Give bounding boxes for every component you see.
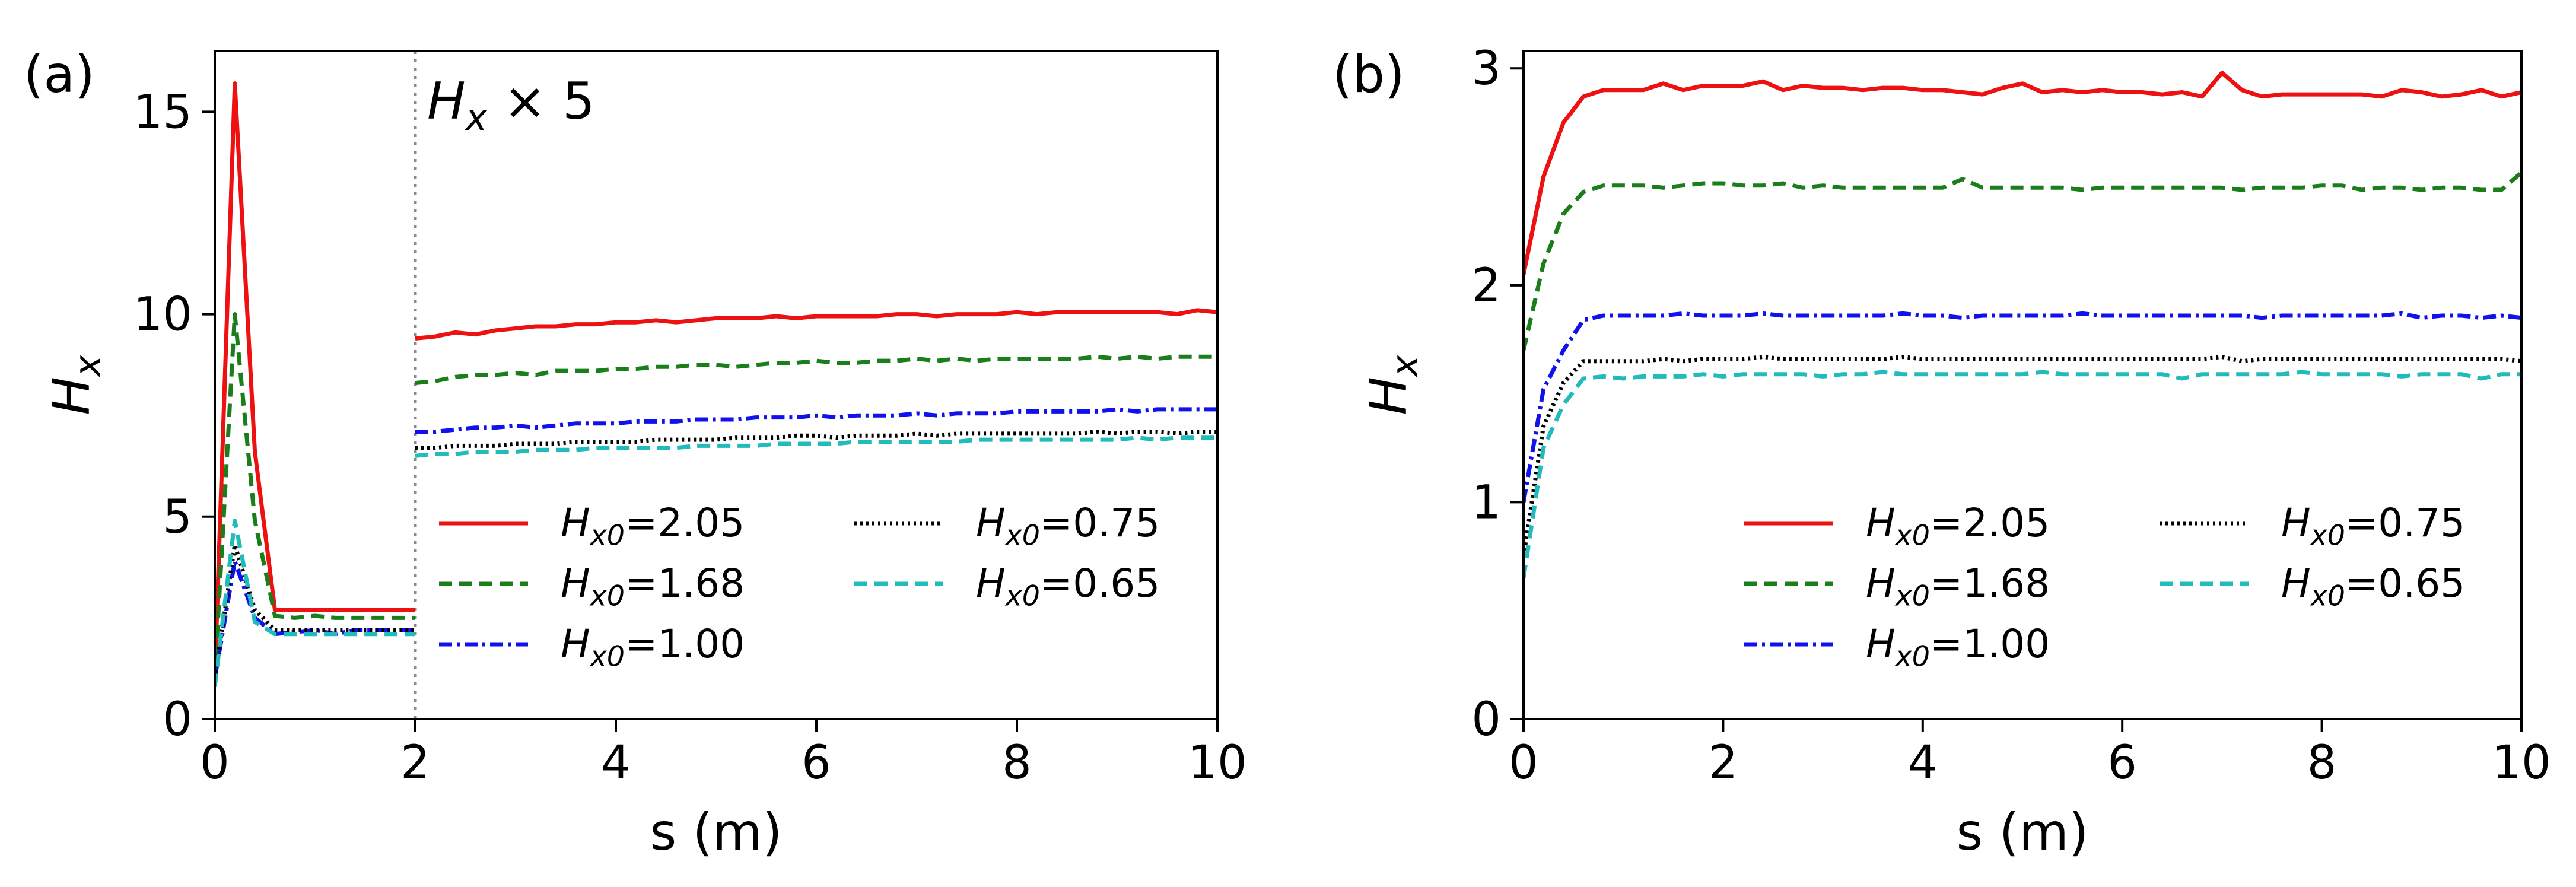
x-tick-label: 8 <box>1002 736 1032 790</box>
legend-entry-label-main: H <box>1866 500 1896 546</box>
legend-entry-label-rest: =0.75 <box>2345 500 2465 546</box>
legend-entry-label: Hx0=0.65 <box>976 561 1160 613</box>
scale-annotation-sub: x <box>465 96 488 139</box>
legend-entry-label-sub: x0 <box>1894 520 1930 552</box>
x-tick-label: 0 <box>1509 736 1538 790</box>
legend-entry-label: Hx0=1.00 <box>1866 621 2050 673</box>
legend-entry-label-rest: =1.00 <box>1930 621 2050 667</box>
legend-entry-label: Hx0=0.75 <box>976 500 1160 552</box>
series-line-hx0-0.65 <box>215 435 1217 687</box>
x-tick-label: 2 <box>400 736 430 790</box>
legend-entry-label-rest: =0.65 <box>1040 561 1160 606</box>
scale-annotation-rest: × 5 <box>487 72 594 131</box>
legend-entry-label-main: H <box>561 561 590 606</box>
x-tick-label: 6 <box>802 736 831 790</box>
legend-entry-label-sub: x0 <box>589 520 625 552</box>
y-axis-label-group: Hx <box>42 354 109 415</box>
legend-entry-label-main: H <box>2281 500 2311 546</box>
series-line-hx0-0.75 <box>215 430 1217 679</box>
series-line-hx0-1.68 <box>215 312 1217 679</box>
legend-entry-label-rest: =1.00 <box>625 621 745 667</box>
legend-entry-label-main: H <box>976 561 1006 606</box>
legend-entry-label: Hx0=1.68 <box>1866 561 2050 613</box>
axes-frame <box>214 50 1219 720</box>
y-axis-label-sub: x <box>66 354 109 378</box>
legend-entry-label: Hx0=2.05 <box>561 500 745 552</box>
y-tick-label: 5 <box>163 491 192 544</box>
y-axis-label-group: Hx <box>1359 354 1426 415</box>
y-axis-label: Hx <box>1359 354 1426 415</box>
scale-annotation: Hx × 5 <box>427 72 595 139</box>
legend-entry-label-sub: x0 <box>1004 580 1040 613</box>
x-tick-label: 2 <box>1709 736 1738 790</box>
legend-entry-label-main: H <box>1866 561 1896 606</box>
legend-entry-label-rest: =1.68 <box>625 561 745 606</box>
legend-entry-label-rest: =1.68 <box>1930 561 2050 606</box>
x-axis-label: s (m) <box>1956 803 2088 862</box>
y-axis-label-main: H <box>42 377 101 415</box>
series-line-hx0-1.00 <box>1524 311 2521 503</box>
legend-entry-label-main: H <box>561 621 590 667</box>
series-line-hx0-2.05 <box>215 81 1217 679</box>
legend-entry-label-main: H <box>2281 561 2311 606</box>
x-tick-label: 4 <box>601 736 631 790</box>
x-axis-label: s (m) <box>650 803 782 862</box>
series-line-hx0-1.68 <box>1524 171 2521 351</box>
series-line-hx0-2.05 <box>1524 71 2521 275</box>
legend-entry-label-sub: x0 <box>1894 580 1930 613</box>
legend-entry-label-sub: x0 <box>589 580 625 613</box>
legend-entry-label-rest: =0.75 <box>1040 500 1160 546</box>
legend-entry-label-main: H <box>561 500 590 546</box>
legend-entry-label-sub: x0 <box>2310 520 2345 552</box>
y-tick-label: 10 <box>133 288 192 342</box>
legend-entry-label-main: H <box>1866 621 1896 667</box>
legend-entry-label-main: H <box>976 500 1006 546</box>
legend-entry-label: Hx0=0.65 <box>2281 561 2465 613</box>
series-line-hx0-0.65 <box>1524 370 2521 578</box>
x-tick-label: 4 <box>1908 736 1938 790</box>
y-axis-label-main: H <box>1359 377 1419 415</box>
series-group <box>215 81 1217 687</box>
legend-entry-label-rest: =2.05 <box>625 500 745 546</box>
legend-entry-label: Hx0=1.68 <box>561 561 745 613</box>
x-tick-label: 10 <box>2492 736 2550 790</box>
y-tick-label: 1 <box>1471 476 1501 529</box>
series-line-hx0-0.75 <box>1524 355 2521 557</box>
legend-entry-label-sub: x0 <box>589 641 625 673</box>
y-tick-label: 0 <box>163 693 192 746</box>
x-tick-label: 8 <box>2307 736 2337 790</box>
y-axis-label-sub: x <box>1384 354 1426 378</box>
y-tick-label: 2 <box>1471 259 1501 313</box>
scale-annotation-main: H <box>427 72 466 131</box>
legend-entry-label-sub: x0 <box>1004 520 1040 552</box>
legend-entry-label-rest: =0.65 <box>2345 561 2465 606</box>
y-tick-label: 3 <box>1471 42 1501 96</box>
y-tick-label: 0 <box>1471 693 1501 746</box>
x-tick-label: 6 <box>2107 736 2137 790</box>
x-tick-label: 10 <box>1188 736 1246 790</box>
axes-frame <box>1522 50 2523 720</box>
y-tick-label: 15 <box>133 85 192 139</box>
legend-entry-label-rest: =2.05 <box>1930 500 2050 546</box>
y-axis-label: Hx <box>42 354 109 415</box>
panel-label: (a) <box>24 45 95 104</box>
series-group <box>1524 71 2521 578</box>
x-tick-label: 0 <box>200 736 230 790</box>
legend-entry-label-sub: x0 <box>2310 580 2345 613</box>
legend-entry-label: Hx0=1.00 <box>561 621 745 673</box>
legend-entry-label: Hx0=2.05 <box>1866 500 2050 552</box>
legend-entry-label: Hx0=0.75 <box>2281 500 2465 552</box>
panel-label: (b) <box>1332 45 1405 104</box>
legend-entry-label-sub: x0 <box>1894 641 1930 673</box>
